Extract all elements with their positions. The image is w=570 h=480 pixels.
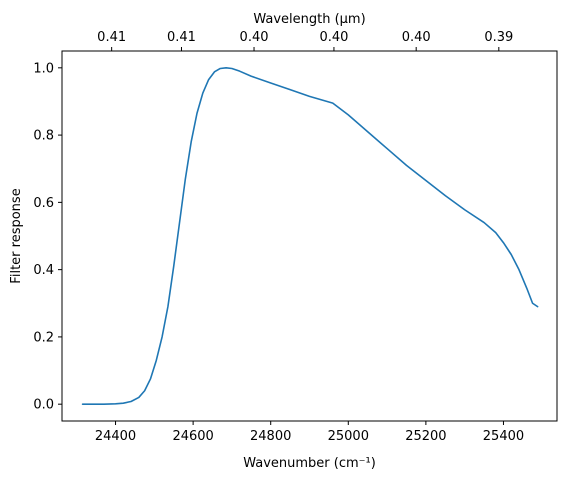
top-tick-label: 0.40 xyxy=(240,30,269,45)
top-tick-label: 0.40 xyxy=(319,30,348,45)
y-tick-label: 1.0 xyxy=(33,61,54,76)
x-tick-label: 25000 xyxy=(328,429,369,444)
y-tick-label: 0.6 xyxy=(33,196,54,211)
x-axis-label: Wavenumber (cm⁻¹) xyxy=(243,456,376,471)
top-tick-label: 0.39 xyxy=(484,30,513,45)
axes-layer: 24400 24600 24800 25000 25200 254000.00.20.40… xyxy=(33,30,558,444)
top-x-axis-label: Wavelength (μm) xyxy=(253,12,365,27)
top-tick-label: 0.41 xyxy=(97,30,126,45)
x-tick-label: 25400 xyxy=(483,429,524,444)
top-tick-label: 0.40 xyxy=(402,30,431,45)
x-tick-label: 24600 xyxy=(172,429,213,444)
y-tick-label: 0.8 xyxy=(33,129,54,144)
y-tick-label: 0.4 xyxy=(33,263,54,278)
top-tick-label: 0.41 xyxy=(167,30,196,45)
plot-background xyxy=(62,51,557,421)
y-tick-label: 0.0 xyxy=(33,398,54,413)
x-tick-label: 24800 xyxy=(250,429,291,444)
plot-area xyxy=(62,51,557,421)
plot-frame xyxy=(61,50,558,422)
x-tick-label: 25200 xyxy=(405,429,446,444)
series-line-0 xyxy=(81,67,539,405)
curve-layer xyxy=(81,67,539,405)
y-tick-label: 0.2 xyxy=(33,330,54,345)
y-axis-label: Filter response xyxy=(9,188,24,283)
x-tick-label: 24400 xyxy=(95,429,136,444)
